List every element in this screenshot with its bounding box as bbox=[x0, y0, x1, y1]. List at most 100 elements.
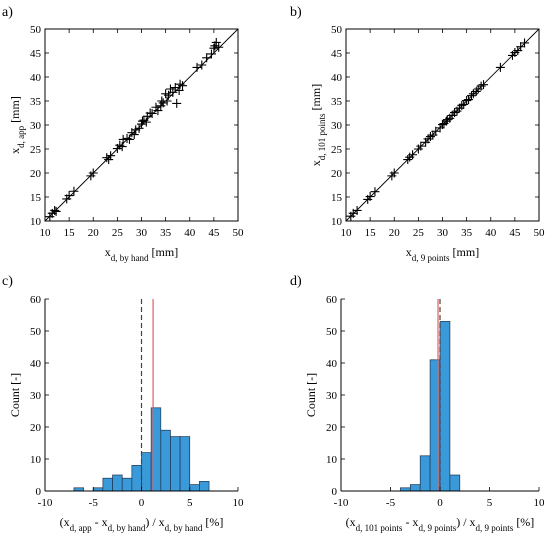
x-tick-label: 50 bbox=[534, 227, 546, 239]
y-tick-label: 40 bbox=[30, 72, 42, 84]
histogram-bar bbox=[199, 481, 210, 492]
y-axis-label: Count [-] bbox=[304, 373, 318, 417]
y-tick-label: 35 bbox=[30, 96, 42, 108]
data-point bbox=[69, 186, 79, 196]
y-tick-label: 50 bbox=[326, 326, 338, 338]
data-point bbox=[153, 106, 163, 116]
x-tick-label: 40 bbox=[485, 227, 497, 239]
data-point bbox=[450, 108, 460, 118]
y-tick-label: 0 bbox=[332, 486, 338, 498]
y-tick-label: 30 bbox=[30, 120, 42, 132]
data-point bbox=[124, 134, 134, 144]
data-point bbox=[178, 81, 188, 91]
x-tick-label: 20 bbox=[88, 227, 100, 239]
y-tick-label: 10 bbox=[331, 216, 343, 228]
y-tick-label: 20 bbox=[326, 422, 338, 434]
histogram-bar bbox=[449, 474, 461, 492]
x-tick-label: -10 bbox=[38, 497, 53, 509]
x-axis-label-subscript: d, by hand bbox=[165, 523, 203, 533]
x-axis-label-subscript: d, by hand bbox=[108, 523, 146, 533]
y-tick-label: 10 bbox=[30, 216, 42, 228]
y-tick-label: 10 bbox=[30, 454, 42, 466]
y-tick-label: 20 bbox=[30, 422, 42, 434]
histogram-bar bbox=[131, 465, 142, 492]
data-point bbox=[51, 206, 61, 216]
y-axis-label: xd, app [mm] bbox=[8, 96, 26, 154]
y-tick-label: 60 bbox=[30, 294, 42, 306]
data-point bbox=[106, 151, 116, 161]
data-point bbox=[174, 85, 184, 95]
data-point bbox=[211, 37, 221, 47]
x-tick-label: -10 bbox=[334, 497, 349, 509]
y-tick-label: 25 bbox=[30, 144, 42, 156]
x-axis-label-part: ) / x bbox=[145, 515, 164, 529]
x-axis-label: xd, by hand [mm] bbox=[105, 245, 178, 263]
x-axis-label-part: ) / x bbox=[456, 515, 475, 529]
y-tick-label: 45 bbox=[331, 48, 343, 60]
x-axis-label-part: (x bbox=[60, 515, 70, 529]
data-point bbox=[495, 62, 505, 72]
y-tick-label: 45 bbox=[30, 48, 42, 60]
x-tick-label: 20 bbox=[389, 227, 401, 239]
x-axis-label-subscript: d, 9 points bbox=[418, 523, 456, 533]
data-point bbox=[476, 81, 486, 91]
y-axis-label-symbol: x bbox=[8, 148, 22, 154]
data-point bbox=[206, 49, 216, 59]
y-tick-label: 30 bbox=[326, 390, 338, 402]
data-point bbox=[168, 87, 178, 97]
y-tick-label: 40 bbox=[326, 358, 338, 370]
x-axis-label-unit: [mm] bbox=[450, 245, 480, 259]
y-tick-label: 35 bbox=[331, 96, 343, 108]
data-point bbox=[122, 133, 132, 143]
data-point bbox=[197, 60, 207, 70]
panel-b: b) 10 15 20 25 30 35 40 45 50 10 15 20 25 30 35 40 45 50 x… bbox=[290, 5, 545, 263]
y-axis-label-symbol: x bbox=[309, 160, 323, 166]
data-point bbox=[442, 115, 452, 125]
data-point bbox=[423, 134, 433, 144]
data-point bbox=[129, 130, 139, 140]
histogram-bar bbox=[170, 436, 181, 492]
x-axis-label: (xd, 101 points - xd, 9 points) / xd, 9 … bbox=[346, 515, 535, 533]
x-axis-label-unit: [%] bbox=[513, 515, 534, 529]
histogram-bar bbox=[141, 452, 152, 492]
y-tick-label: 25 bbox=[331, 144, 343, 156]
y-axis-label-unit: [mm] bbox=[309, 84, 323, 114]
data-point bbox=[479, 80, 489, 90]
data-point bbox=[471, 86, 481, 96]
x-tick-label: 35 bbox=[160, 227, 172, 239]
axes-a: 10 15 20 25 30 35 40 45 50101520253035404550xd, … bbox=[8, 24, 244, 263]
x-tick-label: 30 bbox=[437, 227, 449, 239]
data-point bbox=[202, 53, 212, 63]
axes-d: -10 -5 0 5 10 0 10 20 30 40 50 60 (xd, 101 points - … bbox=[304, 294, 545, 533]
data-point bbox=[137, 116, 147, 126]
y-tick-label: 15 bbox=[30, 192, 42, 204]
y-tick-label: 15 bbox=[331, 192, 343, 204]
data-point bbox=[104, 155, 114, 165]
x-tick-label: 40 bbox=[184, 227, 196, 239]
data-point bbox=[466, 91, 476, 101]
data-point bbox=[141, 117, 151, 127]
panel-d: d) -10 -5 0 5 10 0 10 20 30 40 50 60 (xd, 101 points… bbox=[290, 274, 545, 533]
y-axis-label-text: Count [-] bbox=[8, 373, 22, 417]
y-axis-label-text: Count [-] bbox=[304, 373, 318, 417]
data-point bbox=[134, 123, 144, 133]
x-tick-label: 35 bbox=[461, 227, 473, 239]
y-tick-label: 20 bbox=[30, 168, 42, 180]
y-tick-label: 40 bbox=[331, 72, 343, 84]
x-axis-label-subscript: d, app bbox=[70, 523, 92, 533]
y-axis-label: xd, 101 points [mm] bbox=[309, 84, 327, 166]
data-point bbox=[192, 62, 202, 72]
x-axis-label-part: (x bbox=[346, 515, 356, 529]
data-point bbox=[50, 205, 60, 215]
x-tick-label: 5 bbox=[487, 497, 493, 509]
y-tick-label: 10 bbox=[326, 454, 338, 466]
y-axis-label-unit: [mm] bbox=[8, 96, 22, 126]
axes-b: 10 15 20 25 30 35 40 45 50101520253035404550xd, … bbox=[309, 24, 545, 263]
x-tick-label: 25 bbox=[413, 227, 425, 239]
y-tick-label: 40 bbox=[30, 358, 42, 370]
x-tick-label: 10 bbox=[40, 227, 52, 239]
panel-a: a) 10 15 20 25 30 35 40 45 50 10 15 20 25 30 35 40 45 50 x… bbox=[2, 5, 244, 263]
x-axis-label-symbol: x bbox=[105, 245, 111, 259]
data-point bbox=[102, 153, 112, 163]
